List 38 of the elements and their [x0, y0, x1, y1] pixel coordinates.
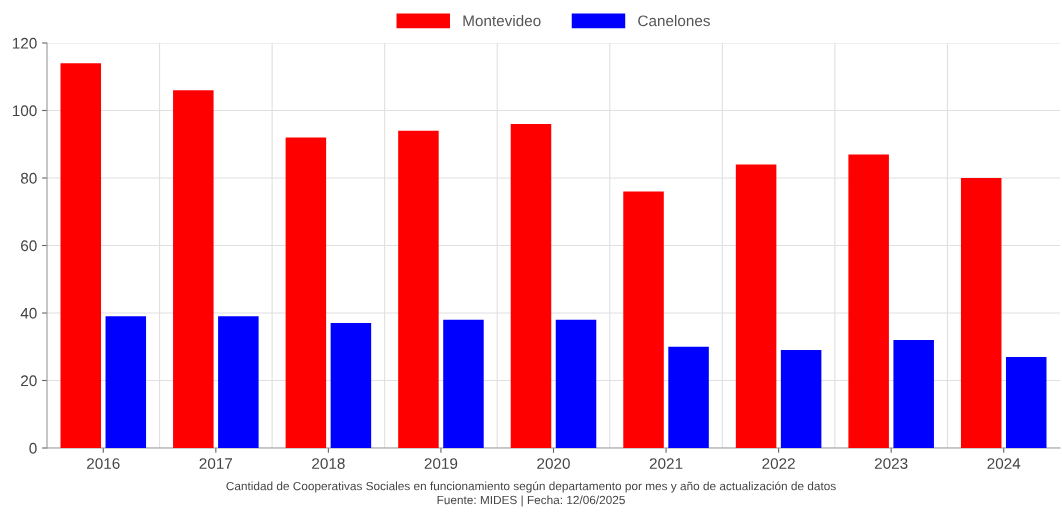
legend-label: Montevideo: [463, 15, 541, 27]
x-tick-label: 2016: [87, 458, 120, 469]
y-tick-label: 100: [12, 105, 37, 117]
bar: [398, 130, 439, 448]
y-tick-label: 80: [20, 172, 37, 184]
y-tick-label: 60: [21, 240, 37, 252]
x-tick-label: 2020: [537, 458, 570, 469]
bar: [443, 319, 484, 448]
y-tick-label: 0: [29, 442, 37, 454]
x-tick-label: 2018: [312, 458, 345, 469]
bar: [173, 90, 214, 448]
legend-label: Canelones: [638, 15, 710, 27]
bar: [893, 340, 934, 448]
text: Cantidad de Cooperativas Sociales en funcionamiento según departamento por mes y año de actualización de datos: [226, 481, 836, 493]
bar: [780, 350, 822, 448]
bar: [555, 319, 597, 448]
y-tick-label: 120: [12, 37, 37, 49]
x-tick-label: 2023: [874, 458, 908, 469]
x-tick-label: 2017: [199, 458, 233, 469]
bar: [960, 178, 1002, 448]
bar: [218, 316, 259, 448]
y-tick-label: 40: [20, 307, 37, 319]
bar: [330, 323, 372, 448]
bar: [668, 346, 709, 448]
x-tick-label: 2024: [987, 458, 1021, 469]
x-tick-label: 2021: [649, 458, 683, 469]
source-note: Fuente: MIDES | Fecha: 12/06/2025: [437, 495, 625, 507]
bar: [60, 63, 102, 448]
y-tick-label: 20: [21, 375, 37, 387]
x-tick-label: 2022: [762, 458, 795, 469]
bar: [623, 191, 664, 448]
bar: [285, 137, 327, 448]
bar: [105, 316, 147, 448]
bar: [848, 154, 889, 448]
x-tick-label: 2019: [424, 458, 458, 469]
bar: [735, 164, 777, 448]
bar: [1005, 356, 1047, 448]
bar: [510, 124, 552, 448]
